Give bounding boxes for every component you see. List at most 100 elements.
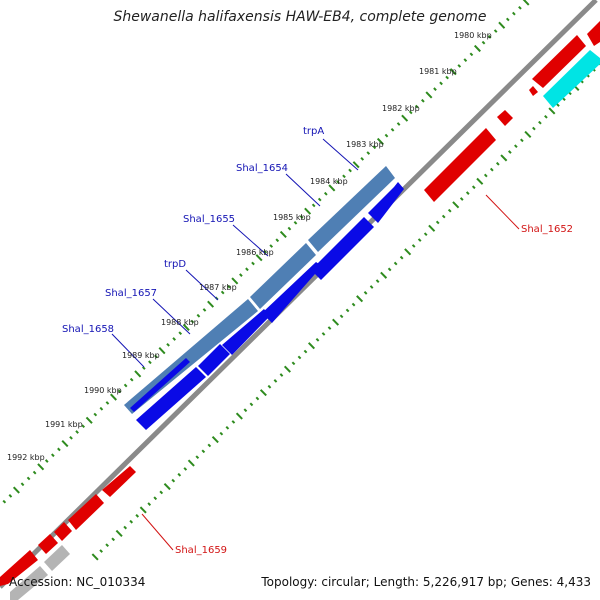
tick-mark	[399, 255, 404, 260]
gene-arrow-grey[interactable]	[10, 566, 48, 600]
tick-mark	[459, 197, 464, 201]
genome-backbone	[0, 0, 598, 589]
tick-mark	[336, 180, 340, 184]
gene-label-trpa[interactable]: trpA	[303, 126, 324, 137]
tick-mark	[123, 383, 128, 388]
tick-mark	[393, 261, 398, 266]
tick-mark	[328, 184, 336, 192]
label-leaders	[111, 138, 520, 551]
gene-arrow-red[interactable]	[587, 21, 600, 46]
gene-arrow-red[interactable]	[424, 128, 496, 202]
gene-arrow-red[interactable]	[38, 534, 58, 554]
tick-mark	[135, 514, 140, 518]
tick-mark	[293, 220, 298, 225]
tick-mark	[524, 130, 532, 138]
tick-mark	[51, 453, 55, 458]
label-leader-line	[185, 269, 219, 301]
gene-bar-steel[interactable]	[250, 243, 316, 309]
tick-mark	[532, 126, 536, 131]
tick-mark	[207, 443, 212, 448]
gene-arrow-blue[interactable]	[130, 358, 190, 412]
tick-mark	[249, 402, 254, 407]
tick-mark	[123, 525, 128, 530]
tick-mark	[220, 290, 225, 295]
gene-bar-trpA[interactable]	[308, 166, 395, 252]
label-leader-line	[232, 224, 269, 257]
tick-mark	[159, 490, 164, 495]
tick-mark	[115, 529, 123, 538]
tick-mark	[339, 314, 344, 319]
tick-mark	[93, 412, 98, 417]
tick-mark	[26, 476, 31, 481]
gene-label-shal_1657[interactable]: Shal_1657	[105, 288, 157, 299]
tick-mark	[75, 430, 79, 434]
kbp-tick-label: 1981 kbp	[419, 67, 457, 76]
gene-arrow-blue[interactable]	[222, 309, 270, 355]
tick-mark	[447, 208, 452, 213]
tick-mark	[91, 553, 99, 561]
tick-mark	[445, 75, 449, 80]
gene-arrow-red[interactable]	[102, 466, 136, 497]
tick-mark	[142, 366, 146, 370]
tick-mark	[2, 499, 7, 504]
gene-arrow-blue[interactable]	[136, 367, 206, 430]
tick-mark	[323, 191, 328, 196]
tick-mark	[105, 543, 109, 548]
tick-mark	[439, 81, 443, 86]
tick-mark	[219, 431, 224, 436]
gene-label-shal_1654[interactable]: Shal_1654	[236, 163, 288, 174]
tick-mark	[396, 122, 401, 126]
tick-mark	[61, 440, 69, 448]
tick-mark	[345, 308, 350, 313]
gene-arrow-blue[interactable]	[198, 344, 230, 376]
tick-mark	[351, 302, 356, 307]
gene-arrow-cyan[interactable]	[543, 50, 600, 108]
kbp-tick-label: 1987 kbp	[199, 283, 237, 292]
tick-mark	[317, 197, 322, 202]
tick-mark	[307, 342, 316, 350]
gene-arrow-grey[interactable]	[44, 545, 70, 571]
gene-arrow-red[interactable]	[529, 86, 538, 96]
tick-mark	[225, 425, 230, 430]
tick-mark	[435, 220, 440, 225]
tick-mark	[291, 361, 296, 366]
gene-label-shal_1658[interactable]: Shal_1658	[62, 324, 114, 335]
gene-label-trpd[interactable]: trpD	[164, 259, 186, 270]
gene-arrow-blue[interactable]	[311, 217, 374, 280]
gene-arrow-red[interactable]	[0, 550, 38, 586]
tick-mark	[69, 435, 73, 440]
gene-arrow-blue[interactable]	[368, 182, 404, 223]
gene-label-shal_1652[interactable]: Shal_1652	[521, 224, 573, 235]
gene-arrow-red[interactable]	[54, 522, 72, 541]
tick-mark	[85, 416, 93, 424]
tick-mark	[251, 261, 255, 266]
tick-mark	[32, 470, 37, 475]
tick-mark	[411, 244, 416, 248]
tick-mark	[110, 393, 117, 401]
tick-mark	[327, 326, 332, 330]
tick-mark	[548, 107, 556, 115]
tick-mark	[117, 389, 122, 394]
tick-mark	[275, 238, 280, 243]
tick-mark	[129, 519, 134, 524]
tick-mark	[134, 370, 142, 378]
gene-label-shal_1655[interactable]: Shal_1655	[183, 214, 235, 225]
gene-arrow-blue[interactable]	[262, 262, 322, 323]
tick-mark	[279, 230, 287, 238]
tick-mark	[441, 214, 446, 219]
tick-mark	[20, 482, 25, 487]
tick-mark	[303, 349, 308, 354]
gene-features	[0, 21, 600, 600]
tick-mark	[342, 174, 346, 179]
tick-mark	[182, 323, 190, 331]
tick-mark	[129, 377, 134, 382]
tick-mark	[99, 406, 104, 411]
tick-mark	[423, 232, 428, 237]
gene-label-shal_1659[interactable]: Shal_1659	[175, 545, 227, 556]
gene-arrow-red[interactable]	[68, 494, 104, 530]
tick-mark	[518, 5, 522, 10]
tick-mark	[500, 154, 508, 162]
gene-arrow-red[interactable]	[497, 110, 513, 126]
tick-mark	[195, 455, 200, 460]
gene-arrow-red[interactable]	[532, 35, 586, 88]
